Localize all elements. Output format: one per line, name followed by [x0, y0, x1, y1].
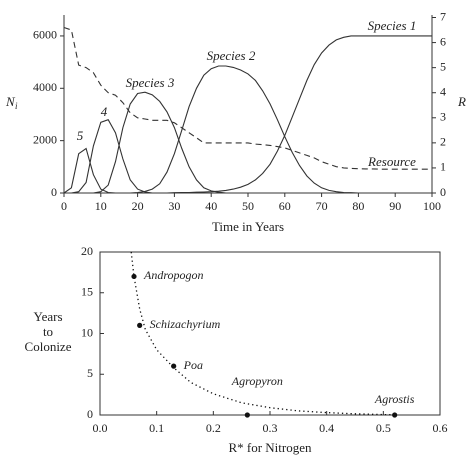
x-tick-label: 100	[423, 199, 441, 213]
annotation: 5	[77, 128, 84, 143]
y2-tick-label: 6	[440, 34, 446, 48]
x-tick-label: 0.2	[206, 421, 221, 435]
x-tick-label: 50	[242, 199, 254, 213]
x-tick-label: 40	[205, 199, 217, 213]
point-label: Schizachyrium	[150, 317, 221, 331]
y2-tick-label: 1	[440, 160, 446, 174]
fit-curve	[130, 251, 395, 416]
y-tick-label: 0	[51, 185, 57, 199]
y2-axis-label: R	[457, 94, 466, 109]
y-axis-label-sub: i	[15, 101, 18, 111]
x-tick-label: 0.5	[376, 421, 391, 435]
point	[131, 273, 137, 280]
x-tick-label: 20	[132, 199, 144, 213]
x-tick-label: 0.1	[149, 421, 164, 435]
point	[137, 322, 143, 328]
x-tick-label: 0.4	[319, 421, 334, 435]
annotation: Species 3	[126, 75, 175, 90]
y-tick-label: 6000	[33, 28, 57, 42]
y2-tick-label: 0	[440, 185, 446, 199]
x-tick-label: 0.0	[93, 421, 108, 435]
y-axis-label: to	[43, 324, 53, 339]
point-label: Andropogon	[143, 268, 204, 282]
species-line	[63, 147, 432, 194]
point	[392, 412, 398, 418]
y-axis-label: N	[5, 94, 16, 109]
y2-tick-label: 3	[440, 110, 446, 124]
y-tick-label: 4000	[33, 80, 57, 94]
y2-tick-label: 5	[440, 59, 446, 73]
point	[244, 412, 250, 418]
x-tick-label: 0.6	[433, 421, 448, 435]
annotation: 4	[101, 104, 108, 119]
y2-tick-label: 7	[440, 9, 446, 23]
annotation: Species 1	[368, 18, 417, 33]
x-tick-label: 70	[316, 199, 328, 213]
y-axis-label: Years	[33, 309, 62, 324]
point-label: Agropyron	[231, 374, 283, 388]
y2-tick-label: 2	[440, 135, 446, 149]
x-tick-label: 0	[61, 199, 67, 213]
y-axis-label: Colonize	[25, 339, 72, 354]
species-line	[64, 65, 432, 194]
x-tick-label: 90	[389, 199, 401, 213]
y-tick-label: 20	[81, 244, 93, 258]
y2-tick-label: 4	[440, 84, 446, 98]
x-tick-label: 60	[279, 199, 291, 213]
x-axis-label: R* for Nitrogen	[228, 440, 312, 455]
x-tick-label: 80	[352, 199, 364, 213]
y-tick-label: 5	[87, 366, 93, 380]
point-label: Poa	[183, 358, 203, 372]
x-tick-label: 0.3	[263, 421, 278, 435]
y-tick-label: 10	[81, 325, 93, 339]
annotation: Species 2	[207, 48, 256, 63]
annotation: Resource	[367, 154, 416, 169]
resource-line	[63, 26, 432, 170]
point	[171, 363, 177, 369]
y-tick-label: 2000	[33, 132, 57, 146]
y-tick-label: 15	[81, 285, 93, 299]
x-tick-label: 10	[95, 199, 107, 213]
point-label: Agrostis	[374, 392, 415, 406]
y-tick-label: 0	[87, 407, 93, 421]
x-axis-label: Time in Years	[212, 219, 284, 234]
x-tick-label: 30	[168, 199, 180, 213]
